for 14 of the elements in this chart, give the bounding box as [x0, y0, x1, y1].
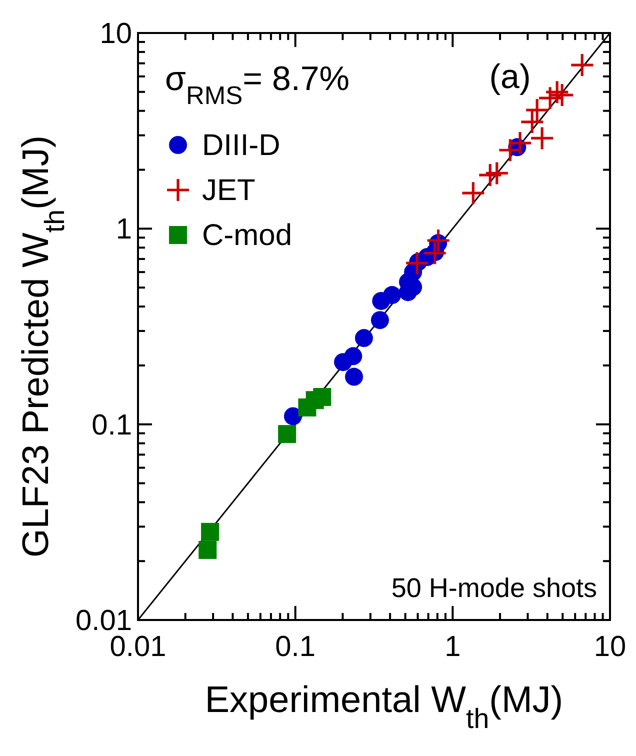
legend-label: JET [202, 174, 256, 207]
annotation: σ$_{RMS}$= 8.7% [165, 60, 350, 110]
y-tick-label: 0.01 [76, 605, 132, 637]
y-tick-label: 0.1 [92, 409, 132, 442]
y-tick-label: 10 [100, 18, 132, 50]
legend-label: C-mod [202, 219, 292, 252]
x-tick-label: 10 [594, 631, 626, 663]
y-tick-label: 1 [116, 214, 132, 246]
x-tick-label: 1 [444, 631, 461, 663]
x-axis-title: Experimental W$_{th}$(MJ) [204, 679, 564, 734]
x-tick-label: 0.1 [275, 631, 316, 663]
legend-label: DIII-D [202, 129, 280, 162]
annotation: (a) [489, 58, 531, 96]
annotation: 50 H-mode shots [391, 573, 597, 603]
